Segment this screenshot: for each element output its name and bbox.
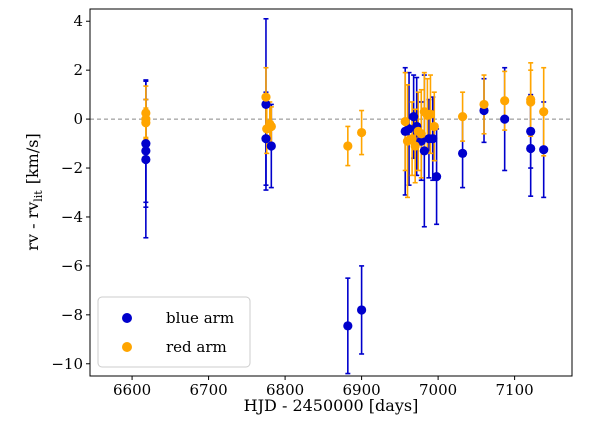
y-axis-label: rv - rvlit [km/s] (23, 133, 45, 250)
data-point-blue-arm (526, 126, 536, 136)
data-point-blue-arm (539, 145, 549, 155)
y-axis-label-subscript: lit (32, 190, 45, 202)
data-point-blue-arm (526, 143, 536, 154)
data-point-blue-arm (419, 146, 429, 156)
x-tick-label: 6900 (343, 381, 381, 399)
data-point-blue-arm (500, 114, 510, 124)
data-point-red-arm (400, 116, 410, 127)
data-point-red-arm (343, 141, 353, 151)
y-tick-label: −10 (51, 355, 83, 373)
y-tick-label: 4 (73, 12, 83, 30)
legend-box (97, 296, 251, 368)
data-point-blue-arm (416, 136, 426, 146)
y-tick-label: −6 (61, 257, 83, 275)
legend-marker-blue-arm (122, 313, 132, 323)
data-point-blue-arm (141, 138, 151, 149)
data-point-blue-arm (428, 134, 438, 144)
legend-label-red-arm: red arm (166, 338, 227, 356)
data-point-blue-arm (404, 124, 414, 134)
data-point-red-arm (410, 141, 420, 151)
data-point-blue-arm (141, 146, 151, 156)
y-tick-label: −2 (61, 159, 83, 177)
data-point-red-arm (425, 109, 436, 119)
data-point-blue-arm (261, 134, 271, 144)
x-axis-label: HJD - 2450000 [days] (244, 396, 419, 415)
y-axis-label-unit: [km/s] (23, 133, 42, 184)
x-tick-label: 7000 (419, 381, 457, 399)
data-point-red-arm (416, 129, 426, 139)
legend-label-blue-arm: blue arm (166, 309, 234, 327)
data-point-red-arm (141, 118, 151, 128)
x-tick-label: 6800 (266, 381, 304, 399)
data-points (141, 92, 549, 331)
y-tick-label: 0 (73, 110, 83, 128)
data-point-red-arm (357, 127, 367, 138)
data-point-red-arm (457, 112, 468, 122)
data-point-red-arm (266, 121, 276, 132)
x-tick-label: 6700 (189, 381, 227, 399)
data-point-red-arm (526, 97, 536, 107)
data-point-blue-arm (261, 99, 271, 110)
y-tick-label: −4 (61, 208, 83, 226)
y-tick-label: 2 (73, 61, 83, 79)
data-point-blue-arm (457, 148, 468, 158)
data-point-blue-arm (431, 171, 442, 182)
svg-text:rv - rvlit[km/s]: rv - rvlit [km/s] (23, 133, 45, 250)
data-point-red-arm (407, 134, 417, 144)
x-tick-label: 7100 (496, 381, 534, 399)
axis-ticks: 6600 6700 6800 6900 7000 7100 −10 −8 −6 −4 −2 0 2 4 (51, 12, 533, 399)
data-point-blue-arm (266, 141, 276, 151)
legend-marker-red-arm (122, 342, 132, 352)
plot-frame (89, 8, 573, 377)
data-point-red-arm (539, 107, 549, 117)
data-point-red-arm (429, 121, 439, 132)
data-point-blue-arm (409, 112, 419, 122)
legend: blue arm red arm (97, 296, 251, 368)
data-point-blue-arm (357, 305, 367, 315)
data-point-red-arm (479, 99, 489, 110)
x-tick-label: 6600 (113, 381, 151, 399)
y-tick-label: −8 (61, 306, 83, 324)
y-axis-label-main: rv - rv (23, 202, 42, 251)
data-point-red-arm (261, 92, 271, 102)
data-point-blue-arm (343, 321, 353, 331)
data-point-red-arm (500, 96, 510, 106)
data-point-blue-arm (141, 154, 151, 165)
